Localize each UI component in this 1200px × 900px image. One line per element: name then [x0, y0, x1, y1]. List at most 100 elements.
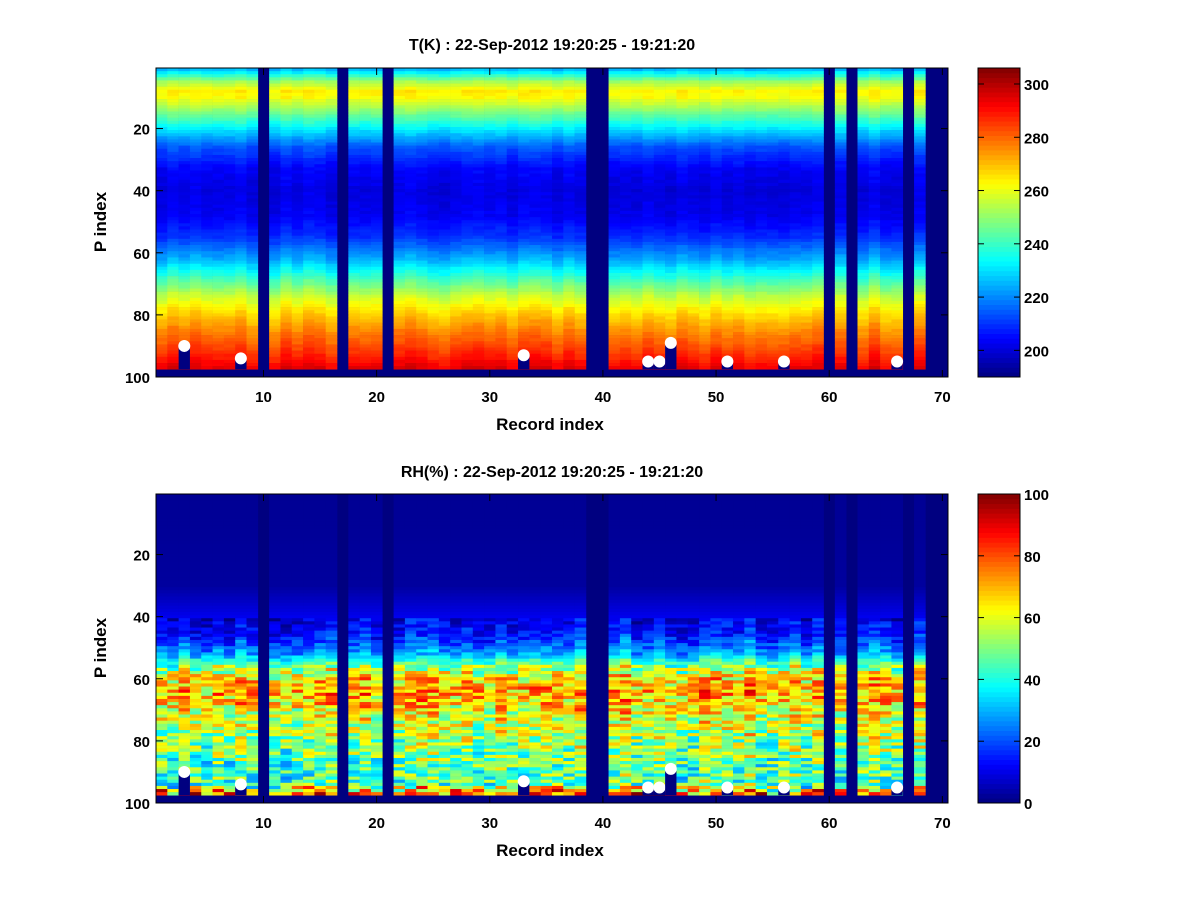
heatmap-cell — [189, 297, 202, 302]
heatmap-cell — [540, 294, 553, 299]
heatmap-cell — [461, 353, 474, 358]
heatmap-cell — [744, 226, 756, 230]
heatmap-cell — [563, 344, 575, 348]
heatmap-cell — [608, 120, 621, 125]
heatmap-cell — [416, 74, 428, 78]
heatmap-cell — [461, 92, 474, 97]
heatmap-cell — [246, 114, 259, 118]
heatmap-cell — [665, 313, 677, 317]
heatmap-cell — [484, 347, 496, 351]
heatmap-cell — [631, 226, 643, 230]
heatmap-cell — [574, 161, 587, 165]
heatmap-cell — [563, 173, 575, 177]
heatmap-cell — [314, 142, 327, 146]
heatmap-cell — [484, 310, 496, 314]
heatmap-cell — [393, 307, 406, 311]
heatmap-cell — [710, 102, 723, 106]
heatmap-cell — [495, 89, 508, 94]
heatmap-cell — [235, 223, 247, 227]
heatmap-cell — [506, 195, 519, 199]
heatmap-cell — [495, 80, 508, 84]
heatmap-cell — [178, 294, 191, 299]
heatmap-cell — [427, 111, 440, 115]
heatmap-cell — [518, 151, 530, 156]
heatmap-cell — [359, 182, 372, 187]
heatmap-cell — [359, 245, 372, 249]
heatmap-cell — [631, 285, 643, 289]
heatmap-cell — [450, 335, 462, 339]
heatmap-cell — [269, 158, 281, 162]
heatmap-cell — [721, 328, 734, 333]
heatmap-cell — [223, 192, 236, 196]
heatmap-cell — [246, 167, 259, 171]
heatmap-cell — [167, 338, 179, 342]
heatmap-cell — [778, 83, 790, 87]
heatmap-cell — [552, 105, 564, 109]
heatmap-cell — [529, 170, 541, 174]
heatmap-cell — [450, 223, 462, 227]
heatmap-cell — [687, 176, 700, 181]
heatmap-cell — [223, 313, 236, 317]
heatmap-cell — [178, 176, 191, 181]
heatmap-cell — [212, 335, 225, 339]
heatmap-cell — [518, 223, 530, 227]
heatmap-cell — [269, 285, 281, 289]
heatmap-cell — [608, 266, 621, 271]
heatmap-cell — [574, 356, 587, 361]
heatmap-cell — [653, 235, 666, 240]
heatmap-cell — [167, 282, 179, 286]
heatmap-cell — [416, 189, 428, 193]
heatmap-cell — [518, 297, 530, 302]
heatmap-cell — [201, 282, 213, 286]
heatmap-cell — [540, 248, 553, 252]
heatmap-cell — [235, 136, 247, 140]
heatmap-cell — [314, 316, 327, 320]
heatmap-cell — [744, 307, 756, 311]
heatmap-cell — [167, 182, 179, 187]
heatmap-cell — [563, 95, 575, 100]
heatmap-cell — [212, 263, 225, 268]
heatmap-cell — [789, 120, 802, 125]
heatmap-cell — [789, 207, 802, 212]
heatmap-cell — [223, 272, 236, 277]
heatmap-cell — [359, 210, 372, 215]
heatmap-cell — [450, 102, 462, 106]
heatmap-cell — [608, 102, 621, 106]
heatmap-cell — [631, 130, 643, 134]
heatmap-cell — [461, 77, 474, 81]
heatmap-cell — [235, 176, 247, 181]
heatmap-cell — [348, 86, 360, 91]
heatmap-cell — [495, 114, 508, 118]
heatmap-cell — [303, 139, 315, 143]
heatmap-cell — [303, 145, 315, 150]
heatmap-cell — [710, 99, 723, 103]
heatmap-cell — [540, 133, 553, 137]
heatmap-cell — [631, 176, 643, 181]
heatmap-cell — [552, 297, 564, 302]
heatmap-cell — [472, 105, 485, 109]
heatmap-cell — [472, 248, 485, 252]
heatmap-cell — [427, 310, 440, 314]
heatmap-cell — [518, 341, 530, 345]
heatmap-cell — [552, 133, 564, 137]
heatmap-cell — [766, 347, 779, 351]
heatmap-cell — [450, 71, 462, 75]
heatmap-cell — [472, 279, 485, 283]
heatmap-cell — [766, 111, 779, 115]
heatmap-cell — [212, 331, 225, 336]
heatmap-cell — [178, 266, 191, 271]
heatmap-cell — [314, 232, 327, 236]
heatmap-cell — [450, 363, 462, 367]
heatmap-cell — [472, 139, 485, 143]
heatmap-cell — [235, 276, 247, 280]
heatmap-cell — [540, 176, 553, 181]
heatmap-cell — [461, 319, 474, 323]
heatmap-cell — [178, 254, 191, 258]
heatmap-cell — [744, 95, 756, 100]
heatmap-cell — [484, 136, 496, 140]
heatmap-cell — [687, 235, 700, 240]
heatmap-cell — [721, 161, 734, 165]
heatmap-cell — [665, 285, 677, 289]
heatmap-cell — [687, 186, 700, 190]
heatmap-cell — [755, 77, 768, 81]
